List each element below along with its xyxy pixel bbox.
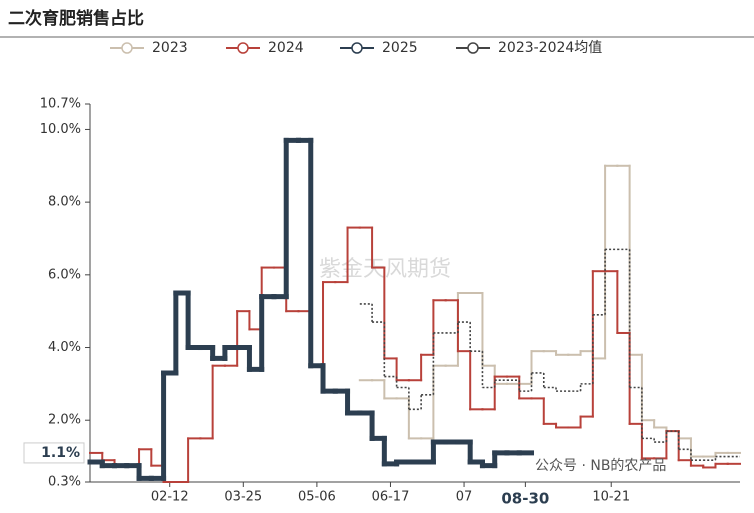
x-tick-label: 08-30 bbox=[501, 490, 549, 508]
series bbox=[358, 164, 741, 458]
legend-label: 2023 bbox=[152, 40, 188, 56]
y-tick-label: 4.0% bbox=[48, 340, 81, 355]
x-tick-label: 10-21 bbox=[592, 490, 630, 505]
chart-title: 二次育肥销售占比 bbox=[8, 8, 144, 29]
legend-marker bbox=[237, 42, 249, 54]
legend-marker bbox=[351, 42, 363, 54]
y-tick-label: 10.7% bbox=[40, 97, 81, 112]
watermark-source: 公众号 · NB的农产品 bbox=[535, 458, 666, 474]
current-value-box bbox=[23, 442, 85, 464]
x-tick-label: 07 bbox=[456, 490, 473, 505]
y-tick-label: 8.0% bbox=[48, 195, 81, 210]
legend-label: 2024 bbox=[268, 40, 304, 56]
y-tick-label: 2.0% bbox=[48, 413, 81, 428]
x-tick-label: 06-17 bbox=[372, 490, 410, 505]
legend-marker bbox=[467, 42, 479, 54]
current-value-label: 1.1% bbox=[41, 445, 80, 461]
series bbox=[87, 137, 535, 481]
legend-label: 2025 bbox=[382, 40, 418, 56]
legend-label: 2023-2024均值 bbox=[498, 40, 602, 56]
y-tick-label: 6.0% bbox=[48, 267, 81, 282]
series bbox=[359, 248, 740, 461]
x-tick-label: 03-25 bbox=[224, 490, 262, 505]
x-tick-label: 05-06 bbox=[298, 490, 336, 505]
y-tick-label: 10.0% bbox=[40, 122, 81, 137]
y-tick-label: 0.3% bbox=[48, 475, 81, 490]
x-tick-label: 02-12 bbox=[151, 490, 189, 505]
legend-marker bbox=[121, 42, 133, 54]
